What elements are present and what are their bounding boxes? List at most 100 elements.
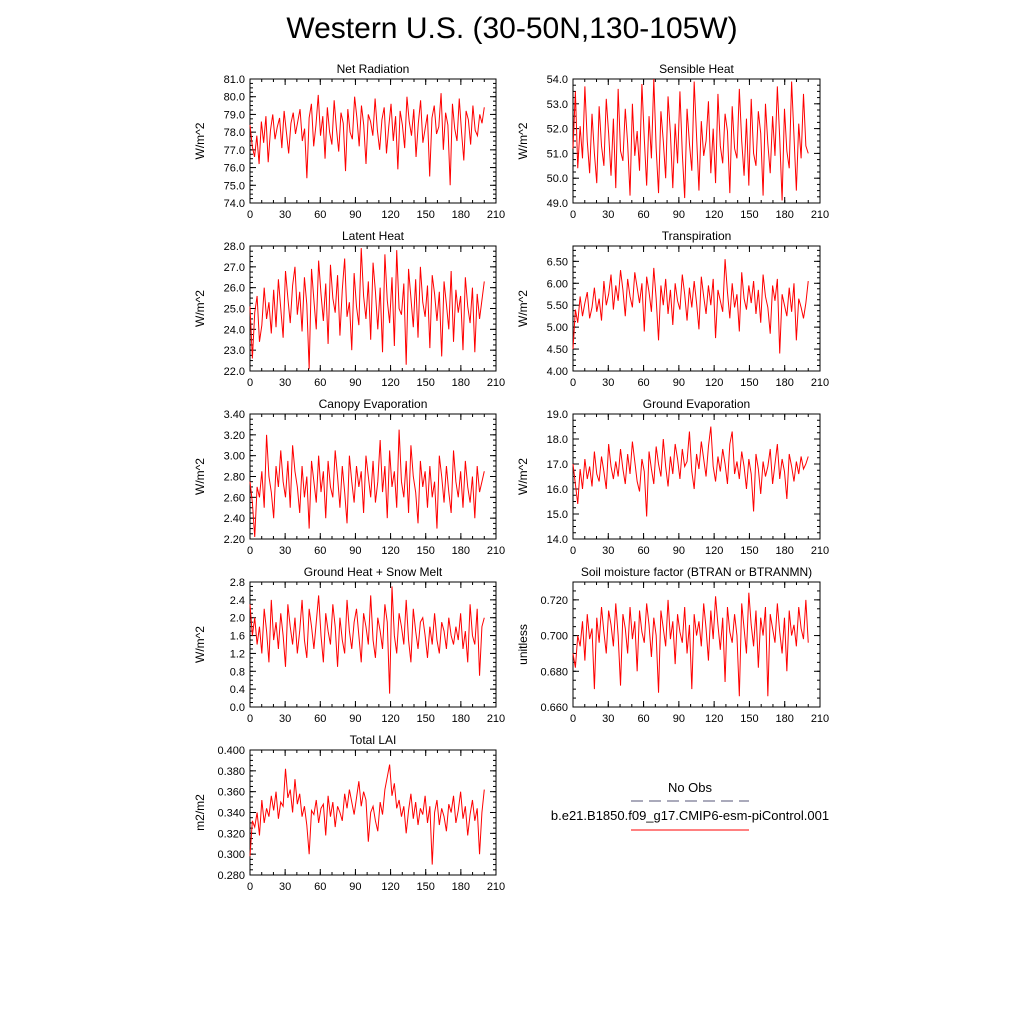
x-tick-label: 180 (776, 377, 794, 389)
y-axis-label: W/m^2 (516, 290, 530, 327)
y-tick-label: 26.0 (224, 283, 245, 295)
x-tick-label: 60 (637, 209, 649, 221)
series-line (249, 429, 485, 537)
y-tick-label: 78.0 (224, 127, 245, 139)
x-tick-label: 120 (705, 377, 723, 389)
y-tick-label: 0.280 (217, 870, 245, 882)
x-tick-label: 90 (673, 545, 685, 557)
y-tick-label: 17.0 (547, 459, 568, 471)
x-tick-label: 150 (740, 209, 758, 221)
x-tick-label: 150 (417, 713, 435, 725)
x-tick-label: 210 (487, 545, 505, 557)
plot-frame (249, 581, 497, 708)
x-tick-label: 0 (570, 713, 576, 725)
x-tick-label: 180 (452, 881, 470, 893)
x-tick-label: 30 (279, 377, 291, 389)
series-line (249, 248, 485, 369)
x-tick-label: 180 (776, 209, 794, 221)
y-axis-label: unitless (516, 624, 530, 665)
x-tick-label: 180 (776, 713, 794, 725)
legend-entry-model-label: b.e21.B1850.f09_g17.CMIP6-esm-piControl.… (551, 808, 829, 823)
figure-title: Western U.S. (30-50N,130-105W) (286, 12, 738, 45)
y-tick-label: 4.50 (547, 344, 568, 356)
x-tick-label: 210 (487, 209, 505, 221)
panel-total-lai: Total LAI m2/m2 0 30 60 90 120 150 180 210 0.280 0.… (193, 733, 505, 893)
x-tick-label: 90 (349, 377, 361, 389)
panel-title: Canopy Evaporation (319, 397, 428, 411)
panel-title: Ground Heat + Snow Melt (304, 565, 443, 579)
x-tick-label: 210 (811, 713, 829, 725)
y-tick-label: 0.360 (217, 787, 245, 799)
y-tick-label: 0.380 (217, 766, 245, 778)
y-tick-label: 16.0 (547, 484, 568, 496)
series-line (572, 78, 809, 201)
x-tick-label: 90 (673, 209, 685, 221)
y-tick-label: 49.0 (547, 198, 568, 210)
y-tick-label: 6.50 (547, 256, 568, 268)
x-tick-label: 30 (602, 209, 614, 221)
y-tick-label: 52.0 (547, 124, 568, 136)
y-tick-label: 27.0 (224, 262, 245, 274)
y-tick-label: 2.4 (230, 595, 245, 607)
x-tick-label: 180 (452, 209, 470, 221)
x-tick-label: 90 (349, 545, 361, 557)
x-tick-label: 210 (811, 209, 829, 221)
y-tick-label: 19.0 (547, 409, 568, 421)
series-line (572, 592, 809, 697)
x-tick-label: 60 (314, 209, 326, 221)
plot-frame (572, 413, 821, 540)
series-line (249, 93, 485, 186)
y-axis-label: m2/m2 (193, 794, 207, 831)
y-tick-label: 4.00 (547, 366, 568, 378)
y-tick-label: 54.0 (547, 74, 568, 86)
y-tick-label: 80.0 (224, 92, 245, 104)
y-tick-label: 0.0 (230, 702, 245, 714)
x-tick-label: 0 (247, 881, 253, 893)
y-tick-label: 3.00 (224, 451, 245, 463)
panel-net-radiation: Net Radiation W/m^2 0 30 60 90 120 150 180 210 74.… (193, 62, 505, 221)
x-tick-label: 120 (381, 377, 399, 389)
x-tick-label: 210 (811, 377, 829, 389)
y-tick-label: 2.8 (230, 577, 245, 589)
legend: No Obs b.e21.B1850.f09_g17.CMIP6-esm-piC… (551, 780, 829, 831)
y-axis-label: W/m^2 (193, 458, 207, 495)
x-tick-label: 210 (487, 881, 505, 893)
panel-ground-heat-snow-melt: Ground Heat + Snow Melt W/m^2 0 30 60 90 120 15… (193, 565, 505, 725)
panel-title: Net Radiation (337, 62, 410, 76)
y-tick-label: 75.0 (224, 180, 245, 192)
x-tick-label: 150 (740, 545, 758, 557)
x-tick-label: 0 (247, 377, 253, 389)
x-tick-label: 210 (487, 713, 505, 725)
panel-ground-evaporation: Ground Evaporation W/m^2 0 30 60 90 120 150 180 2… (516, 397, 829, 557)
y-tick-label: 79.0 (224, 109, 245, 121)
y-axis-label: W/m^2 (516, 122, 530, 159)
y-tick-label: 5.50 (547, 300, 568, 312)
y-tick-label: 0.680 (540, 666, 568, 678)
plot-frame (572, 245, 821, 372)
y-tick-label: 0.720 (540, 595, 568, 607)
y-tick-label: 2.20 (224, 534, 245, 546)
y-tick-label: 74.0 (224, 198, 245, 210)
x-tick-label: 30 (279, 713, 291, 725)
y-tick-label: 23.0 (224, 345, 245, 357)
y-tick-label: 2.60 (224, 492, 245, 504)
y-tick-label: 18.0 (547, 434, 568, 446)
x-tick-label: 150 (417, 209, 435, 221)
y-tick-label: 2.0 (230, 613, 245, 625)
x-tick-label: 210 (487, 377, 505, 389)
x-tick-label: 0 (247, 209, 253, 221)
legend-entry-no-obs-label: No Obs (668, 780, 713, 795)
series-line (249, 764, 485, 865)
y-tick-label: 15.0 (547, 509, 568, 521)
y-tick-label: 1.2 (230, 648, 245, 660)
x-tick-label: 150 (740, 713, 758, 725)
panel-transpiration: Transpiration W/m^2 0 30 60 90 120 150 180 210 4.0… (516, 229, 829, 389)
y-tick-label: 2.80 (224, 472, 245, 484)
x-tick-label: 150 (417, 545, 435, 557)
x-tick-label: 150 (417, 881, 435, 893)
y-tick-label: 24.0 (224, 324, 245, 336)
x-tick-label: 0 (247, 545, 253, 557)
y-tick-label: 77.0 (224, 145, 245, 157)
x-tick-label: 90 (673, 713, 685, 725)
